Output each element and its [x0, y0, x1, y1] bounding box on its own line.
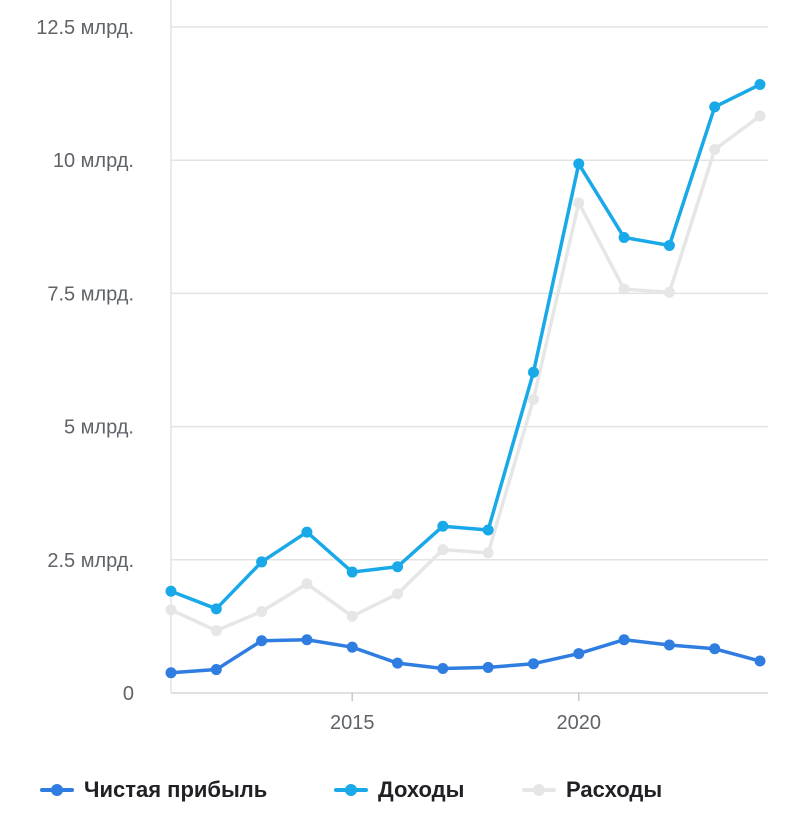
- legend-label-expenses: Расходы: [566, 777, 663, 802]
- data-point-net-profit: [709, 643, 721, 655]
- data-point-revenue: [210, 603, 222, 615]
- data-point-expenses: [392, 588, 404, 600]
- data-point-expenses: [346, 610, 358, 622]
- legend-dot-net-profit: [51, 784, 63, 796]
- legend-swatch-expenses: [522, 784, 556, 796]
- data-point-revenue: [437, 520, 449, 532]
- legend-item-net-profit[interactable]: Чистая прибыль: [40, 777, 267, 803]
- data-point-revenue: [618, 231, 630, 243]
- legend-label-revenue: Доходы: [378, 777, 465, 802]
- y-tick-label: 2.5 млрд.: [47, 550, 134, 572]
- data-point-net-profit: [165, 667, 177, 679]
- data-point-revenue: [754, 79, 766, 91]
- x-tick-label: 2015: [330, 712, 375, 734]
- data-point-net-profit: [663, 639, 675, 651]
- data-point-net-profit: [573, 648, 585, 660]
- gridlines: [170, 0, 768, 693]
- y-tick-label: 0: [123, 683, 134, 705]
- data-point-revenue: [482, 524, 494, 536]
- data-point-net-profit: [437, 662, 449, 674]
- data-point-revenue: [165, 585, 177, 597]
- legend-label-net-profit: Чистая прибыль: [84, 777, 268, 802]
- data-point-expenses: [754, 110, 766, 122]
- legend: Чистая прибыль Доходы Расходы: [0, 768, 800, 812]
- y-axis-labels: 0 2.5 млрд. 5 млрд. 7.5 млрд. 10 млрд. 12.5 м…: [36, 17, 134, 705]
- data-point-revenue: [709, 101, 721, 113]
- data-point-revenue: [663, 239, 675, 251]
- x-axis: 2015 2020: [171, 692, 768, 734]
- data-point-revenue: [392, 561, 404, 573]
- data-point-revenue: [527, 366, 539, 378]
- data-point-net-profit: [301, 634, 313, 646]
- legend-dot-revenue: [345, 784, 357, 796]
- y-tick-label: 10 млрд.: [53, 150, 134, 172]
- data-point-expenses: [210, 625, 222, 637]
- data-point-expenses: [663, 286, 675, 298]
- data-point-net-profit: [392, 657, 404, 669]
- data-point-expenses: [482, 547, 494, 559]
- series-line-expenses: [169, 114, 762, 633]
- legend-swatch-revenue: [334, 784, 368, 796]
- data-point-expenses: [256, 605, 268, 617]
- data-point-net-profit: [527, 658, 539, 670]
- legend-swatch-net-profit: [40, 784, 74, 796]
- legend-item-revenue[interactable]: Доходы: [334, 777, 464, 803]
- legend-dot-expenses: [533, 784, 545, 796]
- data-point-revenue: [346, 566, 358, 578]
- data-point-net-profit: [482, 661, 494, 673]
- data-point-net-profit: [346, 641, 358, 653]
- series-line-net-profit: [169, 637, 762, 675]
- data-point-expenses: [437, 544, 449, 556]
- data-point-expenses: [573, 197, 585, 209]
- data-point-net-profit: [618, 634, 630, 646]
- data-point-net-profit: [256, 635, 268, 647]
- data-point-expenses: [301, 578, 313, 590]
- data-point-expenses: [709, 144, 721, 156]
- x-tick-label: 2020: [557, 712, 602, 734]
- data-point-revenue: [301, 526, 313, 538]
- y-tick-label: 7.5 млрд.: [47, 283, 134, 305]
- data-point-expenses: [618, 283, 630, 295]
- data-point-expenses: [527, 393, 539, 405]
- data-point-revenue: [256, 556, 268, 568]
- y-tick-label: 5 млрд.: [64, 417, 134, 439]
- data-point-revenue: [573, 158, 585, 170]
- legend-item-expenses[interactable]: Расходы: [522, 777, 662, 803]
- series-layer: [165, 79, 766, 679]
- series-line-revenue: [169, 82, 762, 611]
- data-point-net-profit: [210, 664, 222, 676]
- data-point-expenses: [165, 604, 177, 616]
- line-chart: 0 2.5 млрд. 5 млрд. 7.5 млрд. 10 млрд. 12.5 м…: [36, 0, 768, 734]
- y-tick-label: 12.5 млрд.: [36, 17, 134, 39]
- data-point-net-profit: [754, 655, 766, 667]
